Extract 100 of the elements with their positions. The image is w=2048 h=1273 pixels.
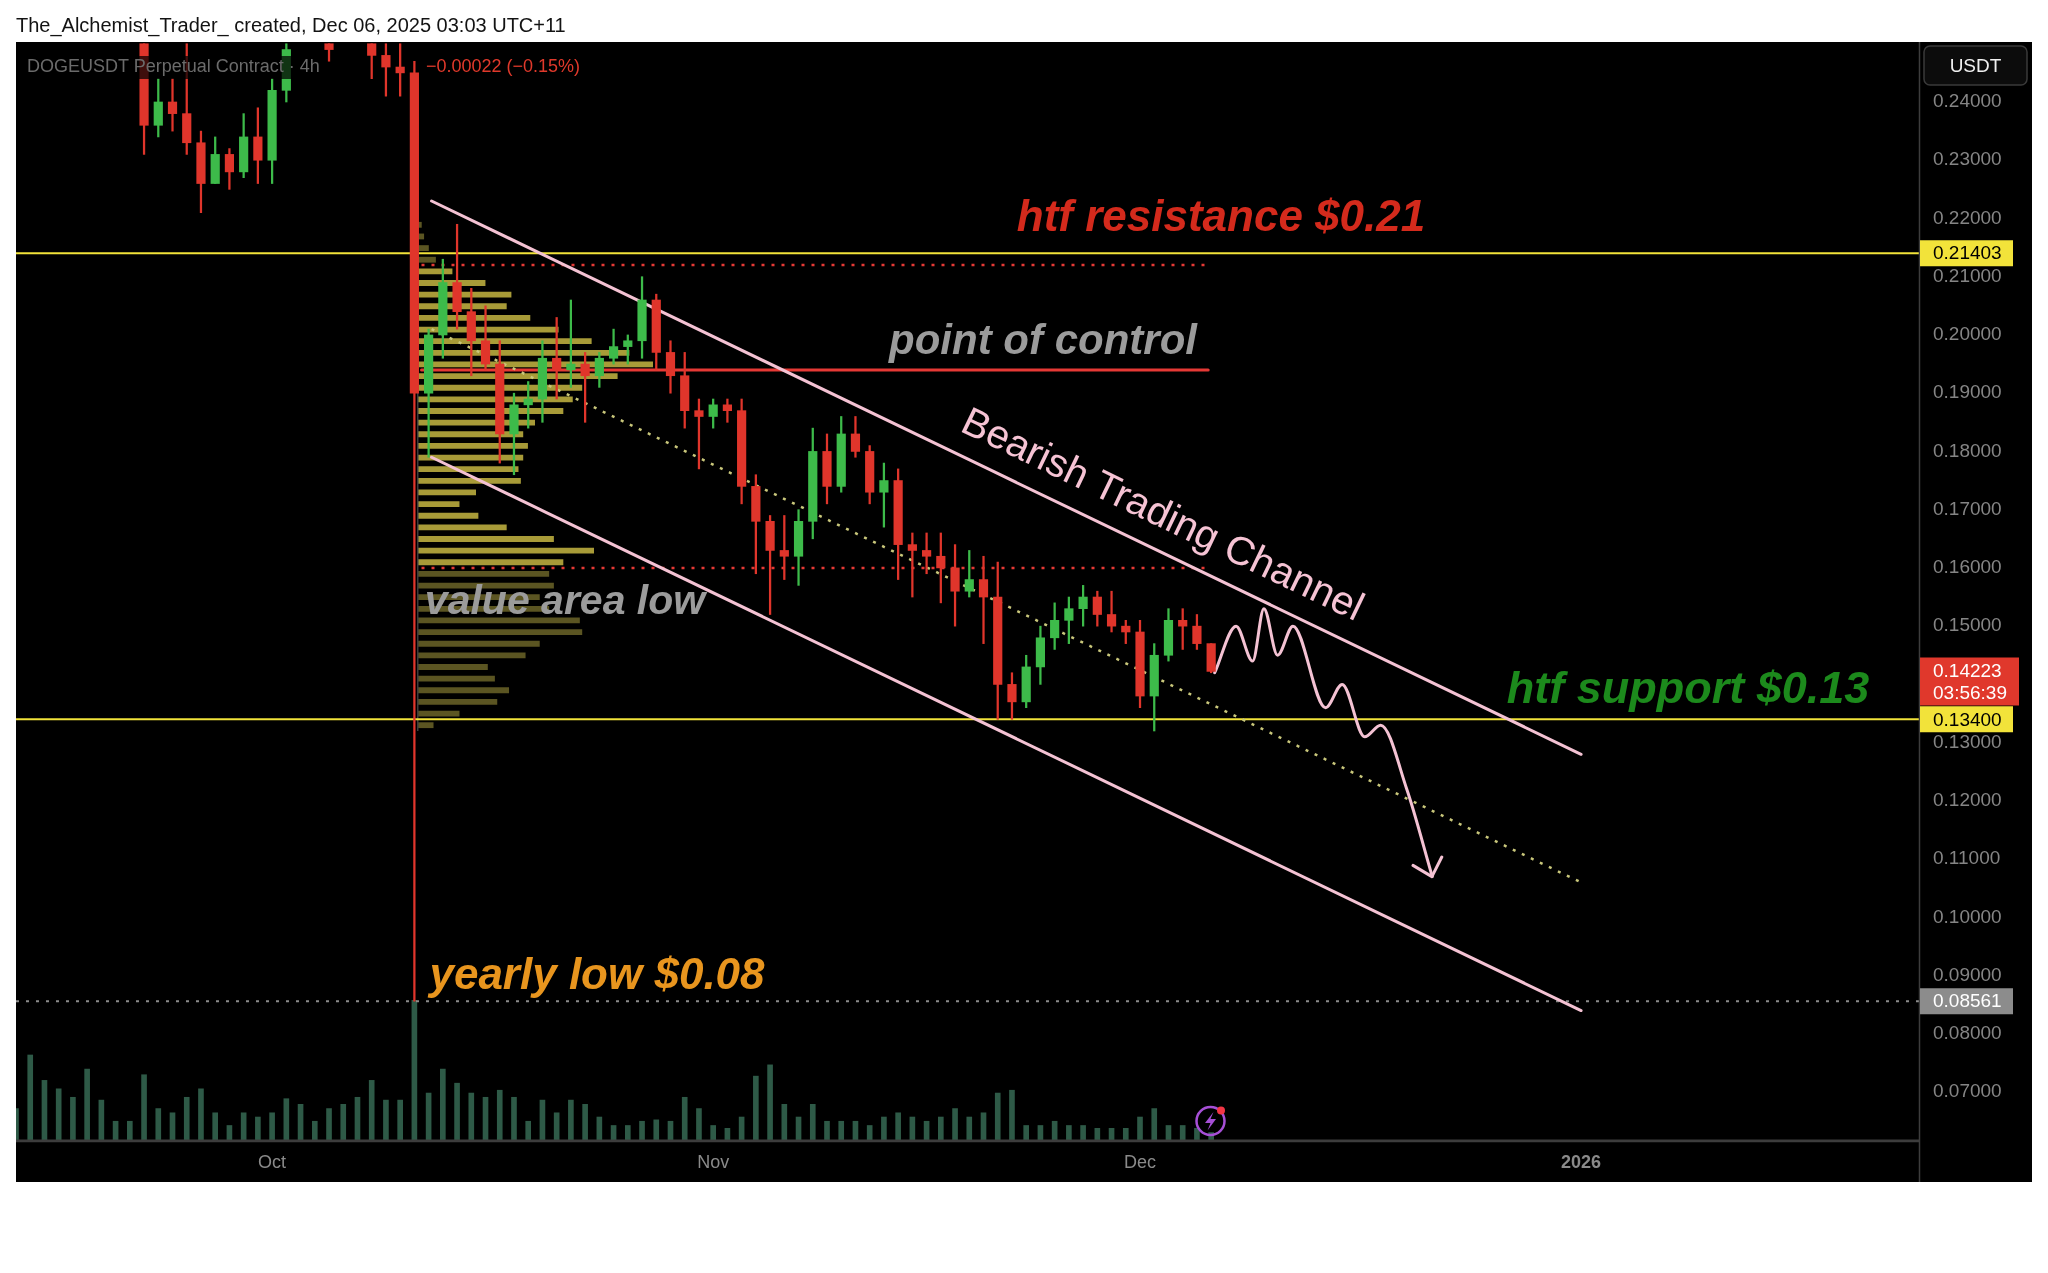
text: The_Alchemist_Trader_ created, Dec 06, 2025 03:03 UTC+11 (16, 13, 566, 37)
bar (1066, 1125, 1072, 1141)
y-tick-label: 0.08000 (1933, 1022, 2002, 1044)
bar (84, 1068, 90, 1141)
bar (417, 675, 495, 682)
y-tick-label: 0.09000 (1933, 963, 2002, 985)
bar (397, 1099, 403, 1141)
ref-line-label: 0.13400 (1933, 708, 2002, 730)
candlestick (167, 78, 178, 132)
y-tick-label: 0.12000 (1933, 789, 2002, 811)
bar (212, 1112, 219, 1141)
bar (417, 535, 554, 542)
bar (183, 1096, 190, 1141)
y-tick-label: 0.13000 (1933, 730, 2002, 752)
bar (809, 1104, 816, 1141)
bar (710, 1125, 716, 1141)
y-tick-label: 0.17000 (1933, 497, 2002, 519)
bar (696, 1108, 702, 1141)
bar (1080, 1125, 1086, 1141)
bar (311, 1120, 318, 1141)
bar (417, 686, 510, 693)
ref-line-label: 0.21403 (1933, 242, 2002, 264)
bar (417, 628, 583, 635)
bar (781, 1104, 788, 1141)
annotation: point of control (888, 315, 1199, 363)
bar (952, 1108, 958, 1141)
bar (340, 1104, 347, 1141)
bar (624, 1125, 631, 1141)
bar (1122, 1127, 1129, 1141)
annotation: yearly low $0.08 (427, 949, 766, 999)
text: 03:56:39 (1933, 681, 2007, 703)
bar (1023, 1125, 1030, 1141)
bar (582, 1104, 588, 1141)
bar (653, 1119, 660, 1141)
bar (326, 1108, 332, 1141)
y-tick-label: 0.24000 (1933, 90, 2002, 112)
bar (417, 558, 564, 565)
bar (568, 1099, 574, 1141)
bar (70, 1096, 76, 1141)
bar (681, 1096, 688, 1141)
bar (155, 1108, 162, 1141)
y-tick-label: 0.10000 (1933, 905, 2002, 927)
bar (440, 1068, 446, 1141)
bar (866, 1125, 873, 1141)
bar (255, 1116, 261, 1141)
bar (938, 1116, 944, 1141)
bar (417, 477, 521, 484)
y-tick-label: 0.21000 (1933, 264, 2002, 286)
bar (1179, 1125, 1186, 1141)
bar (198, 1088, 204, 1141)
bar (753, 1075, 759, 1141)
bar (525, 1120, 532, 1141)
annotation: htf support $0.13 (1506, 662, 1870, 714)
y-axis-title: USDT (1949, 54, 2002, 76)
bar (767, 1064, 773, 1141)
bar (511, 1096, 517, 1141)
bar (417, 500, 460, 507)
y-tick-label: 0.20000 (1933, 323, 2002, 345)
y-tick-label: 0.23000 (1933, 148, 2002, 170)
bar (824, 1120, 830, 1141)
x-tick-label: Dec (1124, 1151, 1157, 1172)
annotation: htf resistance $0.21 (1016, 191, 1426, 241)
bar (639, 1120, 645, 1141)
bar (417, 721, 434, 728)
bar (417, 465, 519, 472)
bar (55, 1088, 62, 1141)
y-tick-label: 0.15000 (1933, 614, 2002, 636)
bar (417, 663, 488, 670)
candlestick (1106, 590, 1117, 633)
bar (966, 1116, 973, 1141)
bar (994, 1092, 1001, 1141)
bar (417, 547, 594, 554)
y-tick-label: 0.07000 (1933, 1080, 2002, 1102)
bar (417, 570, 550, 577)
bar (417, 512, 479, 519)
y-tick-label: 0.16000 (1933, 556, 2002, 578)
bar (127, 1120, 133, 1141)
bar (1151, 1108, 1158, 1141)
y-tick-label: 0.19000 (1933, 381, 2002, 403)
bar (468, 1092, 475, 1141)
bar (895, 1112, 901, 1141)
bar (417, 640, 540, 647)
bar (1009, 1089, 1015, 1141)
x-tick-label: 2026 (1561, 1151, 1602, 1172)
bar (368, 1080, 375, 1141)
y-tick-label: 0.11000 (1933, 847, 2001, 869)
y-tick-label: 0.18000 (1933, 439, 2002, 461)
bar (417, 651, 526, 658)
y-tick-label: 0.22000 (1933, 206, 2002, 228)
bar (454, 1082, 460, 1141)
x-tick-label: Oct (258, 1151, 287, 1172)
bar (1137, 1116, 1143, 1141)
bar (269, 1112, 275, 1141)
annotation: −0.00022 (−0.15%) (426, 55, 581, 76)
bar (141, 1074, 147, 1141)
bar (417, 442, 528, 449)
bar (417, 523, 507, 530)
bar (27, 1054, 34, 1141)
text: 0.14223 (1933, 659, 2002, 681)
bar (881, 1116, 887, 1141)
